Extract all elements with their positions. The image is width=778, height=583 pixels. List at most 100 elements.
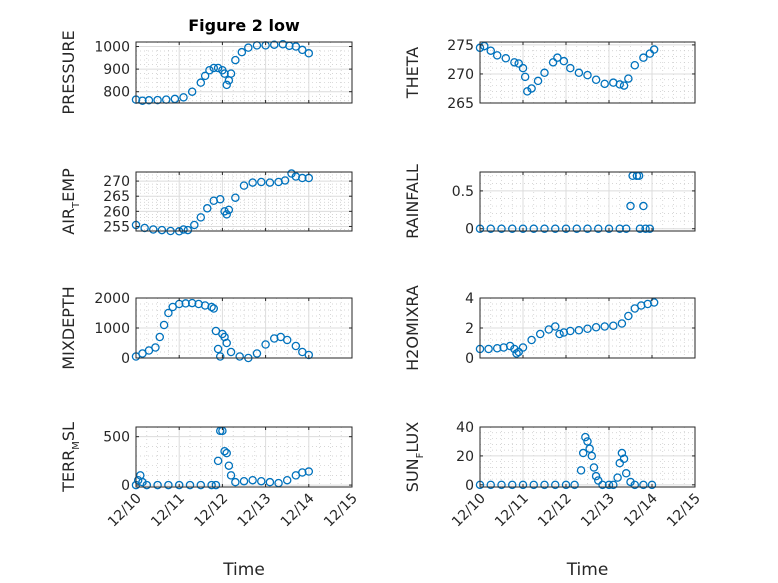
data-point [215, 352, 225, 361]
data-point [510, 58, 519, 67]
data-point [244, 43, 253, 52]
axes-frame [135, 426, 353, 488]
data-point [239, 181, 249, 190]
data-point [635, 224, 645, 233]
x-tick-label: 12/13 [235, 491, 275, 531]
data-point [507, 480, 517, 490]
x-tick-label: 12/14 [621, 490, 661, 530]
data-point [239, 476, 249, 486]
data-point [157, 225, 167, 235]
data-point [626, 477, 635, 487]
data-point [226, 69, 236, 78]
data-point [583, 324, 592, 333]
data-point [574, 68, 584, 78]
data-point [578, 448, 588, 458]
data-point [624, 74, 633, 83]
y-tick-label: 265 [447, 96, 474, 112]
data-point [615, 80, 625, 89]
y-axis-label-base: TERR [59, 450, 78, 493]
data-point [561, 224, 571, 233]
subplot-rainfall: 0 0.5 RAINFALL [403, 164, 696, 239]
data-point [231, 477, 240, 487]
data-point [140, 223, 149, 233]
y-axis-label: PRESSURE [59, 30, 78, 114]
y-axis-label: SUNFLUX [403, 422, 426, 492]
y-tick-label: 255 [103, 219, 130, 235]
data-point [222, 448, 231, 458]
data-point [138, 96, 147, 105]
y-tick-label: 500 [103, 430, 130, 446]
data-point [207, 480, 216, 490]
y-tick-label: 1000 [94, 321, 130, 337]
data-point [484, 344, 493, 354]
axes-frame [135, 41, 353, 104]
y-tick-label: 0.5 [452, 184, 474, 200]
data-point [587, 451, 597, 461]
data-point [529, 224, 539, 233]
y-axis-label-subscript: T [71, 201, 82, 209]
data-point [153, 95, 162, 105]
data-point [252, 41, 262, 50]
data-point [215, 194, 225, 204]
data-point [518, 224, 528, 233]
y-tick-label: 270 [103, 174, 130, 190]
data-point [617, 319, 627, 328]
data-point [551, 322, 560, 331]
data-point [507, 224, 517, 233]
data-point [619, 81, 629, 90]
data-point [514, 59, 523, 68]
data-point [533, 76, 543, 86]
x-tick-label: 12/15 [664, 491, 704, 531]
data-point [598, 480, 607, 490]
data-point [561, 480, 571, 490]
data-point [497, 224, 506, 233]
y-tick-label: 0 [121, 478, 130, 494]
data-point [231, 55, 240, 65]
y-tick-label: 275 [447, 38, 474, 54]
data-point [252, 349, 262, 358]
data-point [615, 224, 625, 233]
x-tick-label: 12/10 [449, 491, 489, 531]
data-point [589, 463, 599, 472]
data-point [591, 75, 601, 85]
data-point [298, 45, 307, 55]
data-point [291, 341, 301, 351]
x-tick-label: 12/12 [191, 491, 231, 531]
data-point [574, 325, 584, 335]
y-axis-label: RAINFALL [403, 164, 422, 239]
x-tick-label: 12/10 [105, 491, 145, 531]
y-axis-label-rest: LUX [403, 422, 422, 453]
data-point [164, 480, 173, 490]
data-point [144, 96, 154, 105]
data-point [265, 178, 275, 187]
data-point [624, 311, 633, 321]
data-point [213, 344, 223, 354]
data-point [133, 475, 143, 485]
data-point [566, 63, 575, 73]
data-point [486, 480, 495, 490]
subplot-mixdepth: 0 1000 2000 MIXDEPTH [59, 286, 353, 370]
data-point [304, 467, 314, 476]
data-point [497, 480, 506, 490]
data-point [527, 84, 536, 93]
data-point [609, 321, 618, 330]
data-point [226, 471, 236, 480]
chart-title: Figure 2 low [188, 16, 300, 35]
data-point [630, 480, 640, 490]
series-mixdepth-0 [131, 298, 314, 363]
data-point [645, 224, 655, 233]
y-tick-label: 260 [103, 204, 130, 220]
y-tick-label: 265 [103, 189, 130, 205]
data-point [209, 63, 219, 73]
data-point [205, 65, 214, 75]
data-point [174, 480, 184, 490]
x-tick-label: 12/15 [321, 491, 361, 531]
data-point [207, 302, 216, 312]
y-axis-label: TERRMSL [59, 422, 82, 493]
series-rainfall-0 [475, 171, 655, 233]
data-point [649, 298, 659, 307]
data-point [190, 220, 199, 230]
data-point [149, 225, 158, 234]
